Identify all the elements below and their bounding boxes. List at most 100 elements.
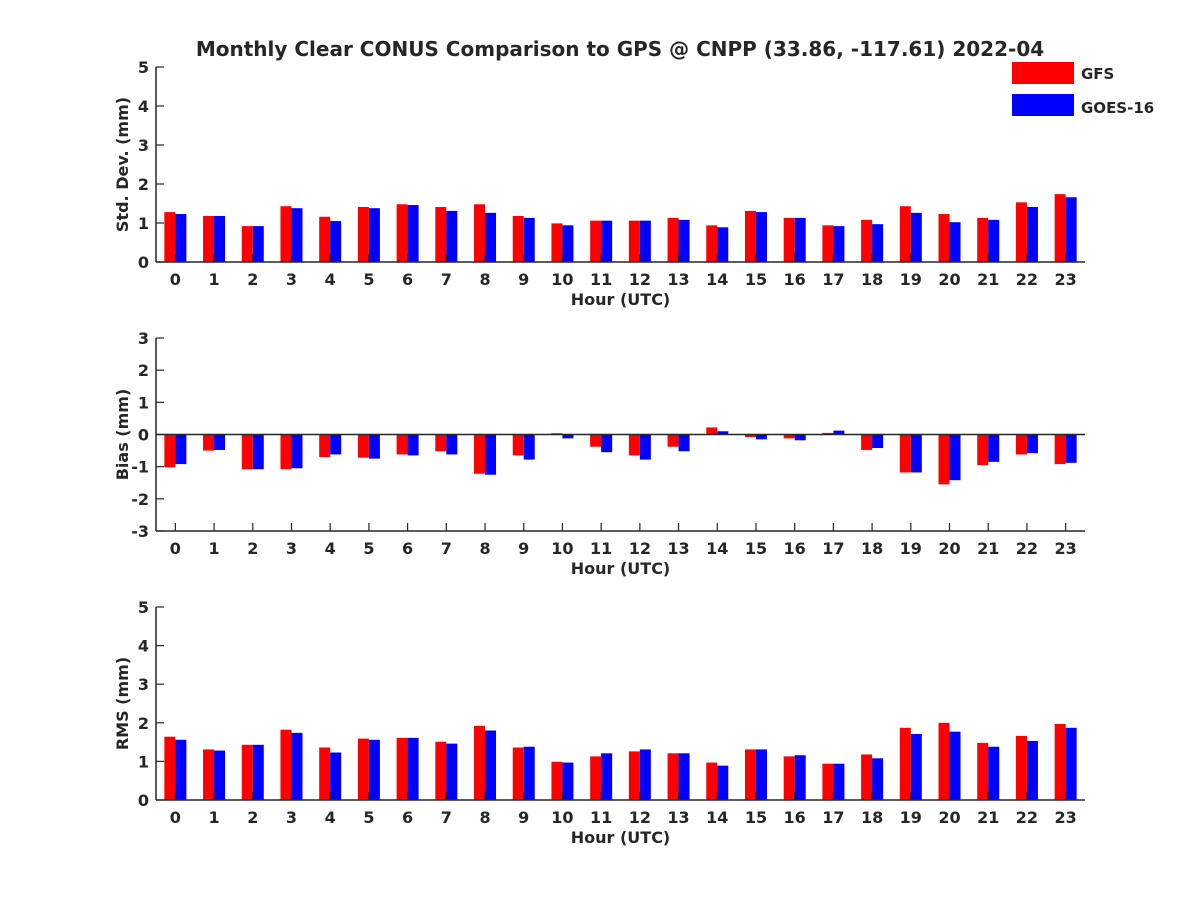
bar-goes16-h21 — [988, 746, 1000, 800]
x-tick-label: 20 — [938, 539, 960, 558]
bar-gfs-h9 — [512, 215, 524, 262]
x-tick-label: 14 — [706, 539, 728, 558]
bar-goes16-h21 — [988, 219, 1000, 262]
x-tick-label: 17 — [822, 539, 844, 558]
y-tick-label: 0 — [138, 253, 149, 272]
x-tick-label: 8 — [479, 808, 490, 827]
bar-gfs-h11 — [590, 220, 602, 262]
bar-gfs-h19 — [899, 727, 911, 800]
bar-goes16-h2 — [252, 744, 264, 800]
bar-goes16-h7 — [446, 743, 458, 800]
x-axis-label: Hour (UTC) — [571, 828, 671, 847]
x-tick-label: 2 — [247, 808, 258, 827]
bar-gfs-h12 — [628, 220, 640, 262]
bar-gfs-h6 — [396, 204, 408, 262]
x-tick-label: 17 — [822, 270, 844, 289]
x-tick-label: 0 — [170, 808, 181, 827]
bar-gfs-h2 — [241, 434, 253, 470]
chart-title: Monthly Clear CONUS Comparison to GPS @ … — [196, 37, 1044, 61]
bar-goes16-h9 — [523, 217, 535, 262]
y-tick-label: 1 — [138, 393, 149, 412]
x-axis-label: Hour (UTC) — [571, 559, 671, 578]
x-tick-label: 13 — [667, 539, 689, 558]
bar-goes16-h11 — [601, 434, 613, 453]
x-tick-label: 12 — [629, 539, 651, 558]
x-tick-label: 19 — [900, 270, 922, 289]
x-tick-label: 14 — [706, 808, 728, 827]
y-tick-label: 4 — [138, 97, 149, 116]
bar-goes16-h10 — [562, 762, 574, 800]
bar-goes16-h18 — [872, 224, 884, 262]
bar-gfs-h15 — [744, 210, 756, 262]
bar-gfs-h5 — [357, 207, 369, 262]
y-axis-label: Bias (mm) — [113, 389, 132, 481]
bar-goes16-h17 — [833, 226, 845, 262]
bar-goes16-h12 — [639, 749, 651, 800]
bar-goes16-h22 — [1026, 207, 1038, 262]
bar-goes16-h19 — [910, 212, 922, 262]
legend-swatch-gfs — [1012, 62, 1074, 84]
bar-goes16-h22 — [1026, 740, 1038, 800]
y-axis-label: Std. Dev. (mm) — [113, 97, 132, 232]
bar-gfs-h21 — [977, 434, 989, 466]
bar-goes16-h13 — [678, 219, 690, 262]
bar-gfs-h4 — [319, 216, 331, 262]
bar-gfs-h5 — [357, 738, 369, 800]
bar-goes16-h19 — [910, 434, 922, 473]
bar-gfs-h6 — [396, 737, 408, 800]
x-tick-label: 22 — [1016, 808, 1038, 827]
x-tick-label: 10 — [551, 808, 573, 827]
bar-gfs-h2 — [241, 226, 253, 262]
y-tick-label: 5 — [138, 598, 149, 617]
bar-gfs-h20 — [938, 434, 950, 485]
x-tick-label: 8 — [479, 539, 490, 558]
bar-gfs-h20 — [938, 214, 950, 262]
bar-goes16-h18 — [872, 434, 884, 449]
bar-gfs-h9 — [512, 434, 524, 456]
bar-goes16-h20 — [949, 434, 961, 481]
x-axis-label: Hour (UTC) — [571, 290, 671, 309]
bar-gfs-h19 — [899, 434, 911, 473]
x-tick-label: 1 — [208, 808, 219, 827]
y-tick-label: 3 — [138, 329, 149, 348]
x-tick-label: 2 — [247, 539, 258, 558]
x-tick-label: 4 — [325, 270, 336, 289]
bar-goes16-h21 — [988, 434, 1000, 462]
bar-goes16-h20 — [949, 222, 961, 262]
bar-gfs-h17 — [822, 225, 834, 262]
y-tick-label: -2 — [131, 490, 149, 509]
bar-gfs-h16 — [783, 756, 795, 800]
x-tick-label: 19 — [900, 539, 922, 558]
x-tick-label: 16 — [784, 270, 806, 289]
bar-goes16-h12 — [639, 220, 651, 262]
x-tick-label: 1 — [208, 270, 219, 289]
bar-gfs-h8 — [474, 434, 486, 474]
bar-goes16-h1 — [214, 434, 226, 450]
bar-gfs-h16 — [783, 434, 795, 439]
bar-gfs-h0 — [164, 736, 176, 800]
bar-gfs-h14 — [706, 225, 718, 262]
y-tick-label: 4 — [138, 637, 149, 656]
y-tick-label: 0 — [138, 791, 149, 810]
x-tick-label: 6 — [402, 808, 413, 827]
bar-goes16-h10 — [562, 434, 574, 439]
bar-goes16-h23 — [1065, 434, 1077, 463]
bar-gfs-h8 — [474, 725, 486, 800]
bar-goes16-h2 — [252, 226, 264, 262]
bar-goes16-h3 — [291, 434, 303, 469]
x-tick-label: 0 — [170, 270, 181, 289]
bar-gfs-h16 — [783, 217, 795, 262]
bar-gfs-h20 — [938, 722, 950, 800]
y-tick-label: 0 — [138, 426, 149, 445]
bar-goes16-h8 — [485, 212, 497, 262]
x-tick-label: 12 — [629, 808, 651, 827]
bar-goes16-h17 — [833, 430, 845, 435]
x-tick-label: 23 — [1055, 808, 1077, 827]
bar-gfs-h14 — [706, 427, 718, 435]
bar-gfs-h11 — [590, 756, 602, 800]
x-tick-label: 13 — [667, 808, 689, 827]
x-tick-label: 19 — [900, 808, 922, 827]
x-tick-label: 3 — [286, 808, 297, 827]
bar-goes16-h0 — [175, 214, 187, 262]
bar-goes16-h8 — [485, 730, 497, 800]
